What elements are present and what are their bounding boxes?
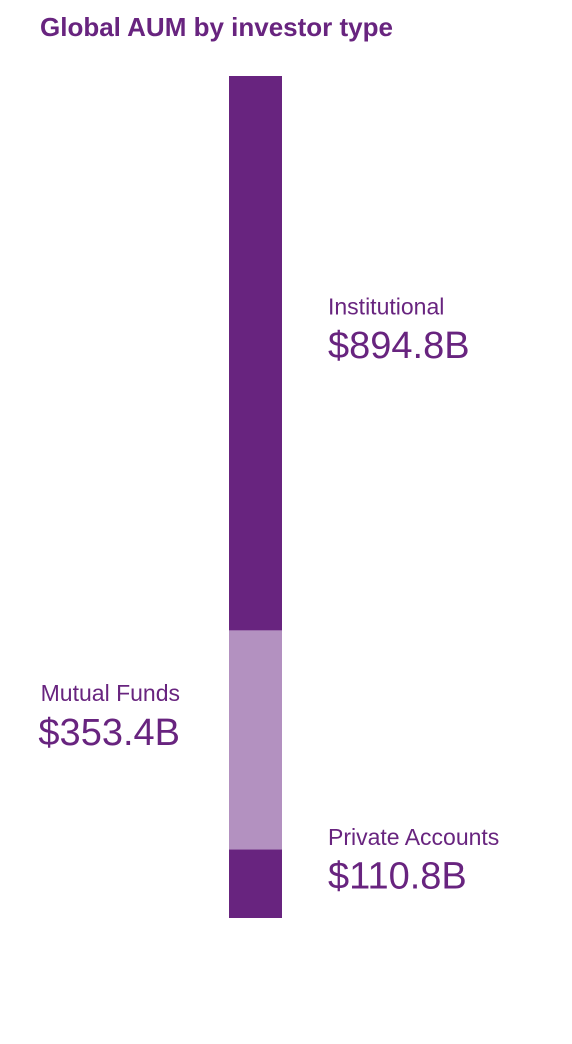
segment-name: Mutual Funds xyxy=(41,680,180,706)
segment-value: $110.8B xyxy=(328,856,467,898)
bar-segment xyxy=(229,849,282,918)
bar-segment xyxy=(229,630,282,850)
segment-value: $353.4B xyxy=(38,712,180,754)
segment-name: Institutional xyxy=(328,293,444,319)
segment-name: Private Accounts xyxy=(328,824,499,850)
bar-segment xyxy=(229,76,282,631)
segment-value: $894.8B xyxy=(328,325,470,367)
chart-title: Global AUM by investor type xyxy=(40,12,393,42)
